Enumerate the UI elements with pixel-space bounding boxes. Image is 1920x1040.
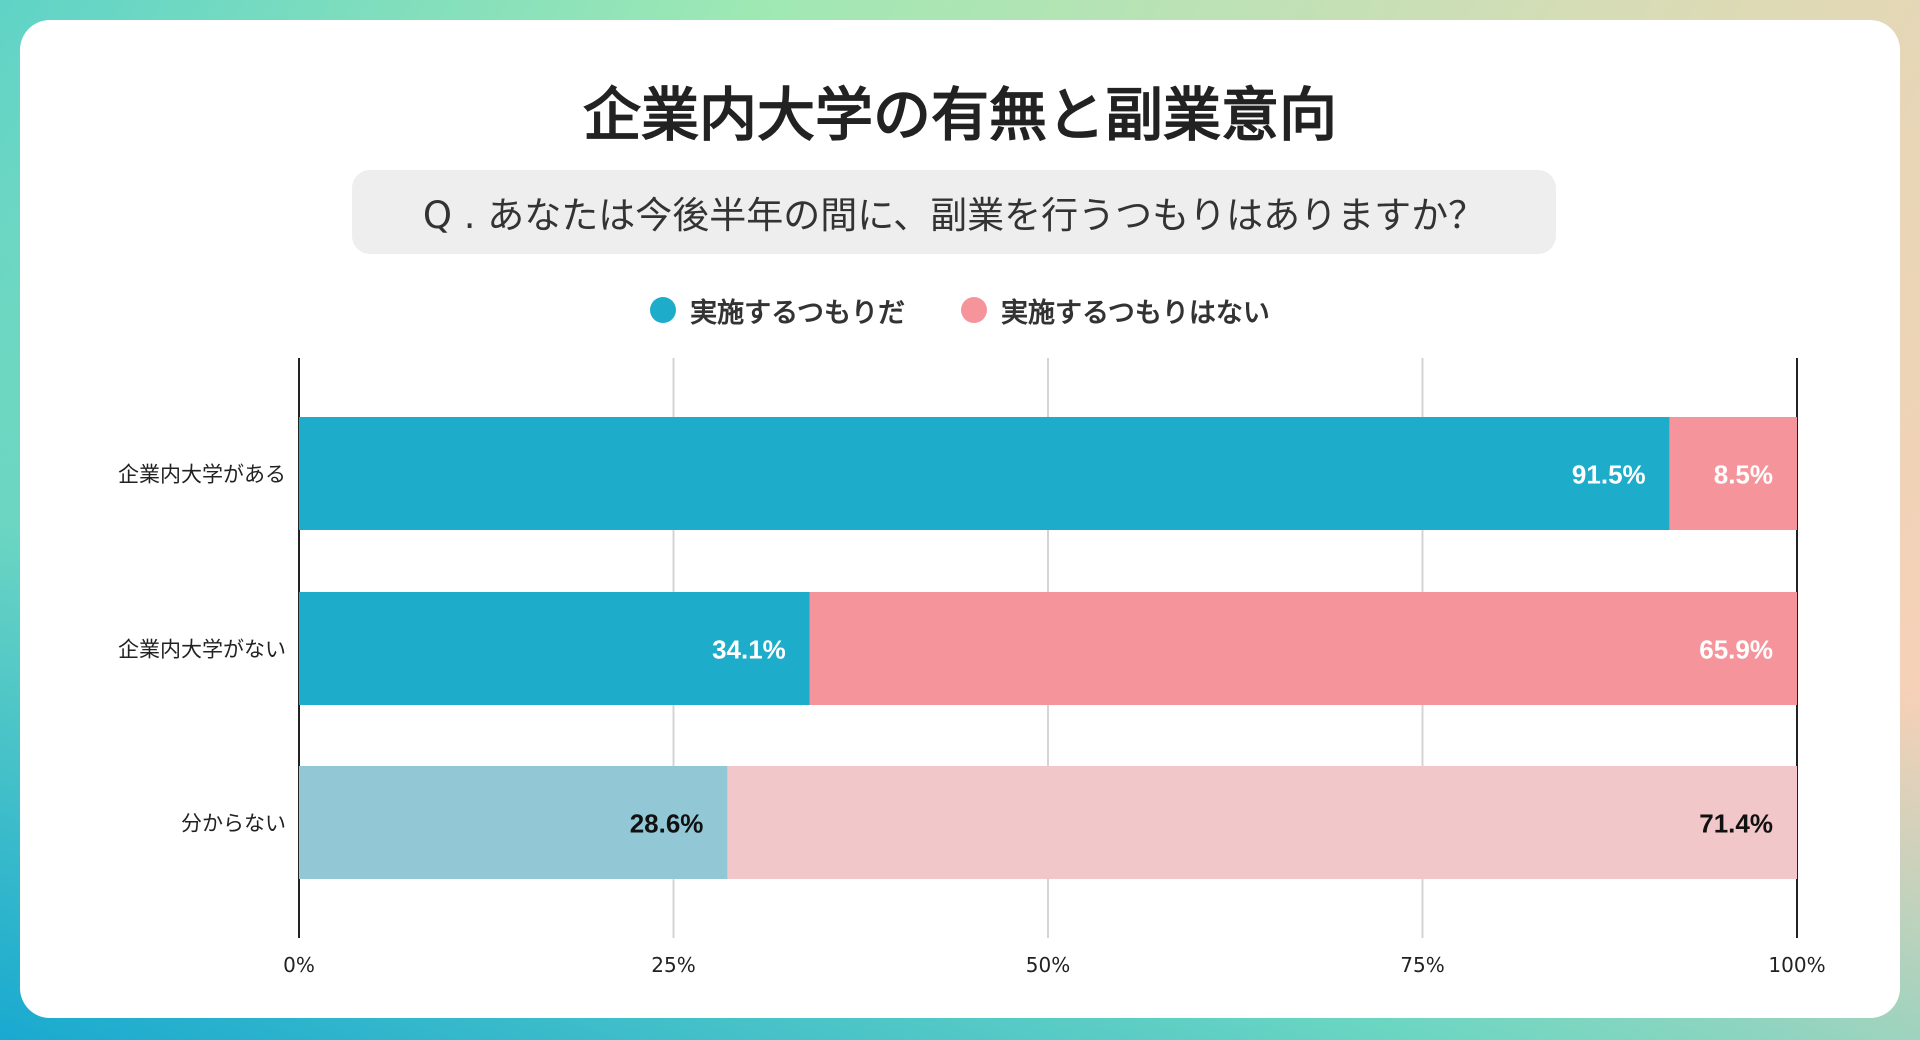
question-box: Q . あなたは今後半年の間に、副業を行うつもりはありますか？ (352, 170, 1556, 254)
legend-swatch-yes (650, 297, 677, 323)
legend: 実施するつもりだ 実施するつもりはない (20, 288, 1900, 332)
x-tick-label: 75% (1400, 953, 1444, 977)
data-label: 28.6% (630, 809, 704, 839)
data-label: 34.1% (712, 635, 786, 665)
legend-item-yes: 実施するつもりだ (650, 291, 905, 330)
x-tick-label: 50% (1026, 953, 1070, 977)
x-tick-label: 100% (1768, 953, 1825, 977)
legend-swatch-no (961, 297, 987, 323)
bar-segment (809, 592, 1797, 705)
data-label: 65.9% (1699, 635, 1773, 665)
data-label: 91.5% (1572, 460, 1646, 490)
legend-label-no: 実施するつもりはない (1001, 297, 1270, 329)
bar-segment (299, 592, 810, 705)
data-label: 71.4% (1699, 809, 1773, 839)
bar-segment (299, 417, 1670, 530)
x-tick-label: 25% (651, 953, 695, 977)
category-label: 分からない (181, 812, 286, 836)
bar-segment (1669, 417, 1797, 530)
question-text: Q . あなたは今後半年の間に、副業を行うつもりはありますか？ (422, 194, 1486, 237)
bar-segment (299, 766, 728, 879)
legend-item-no: 実施するつもりはない (961, 291, 1270, 330)
category-label: 企業内大学がない (118, 638, 286, 662)
bar-segment (727, 766, 1797, 879)
data-label: 8.5% (1714, 460, 1773, 490)
chart-title: 企業内大学の有無と副業意向 (582, 81, 1337, 149)
category-label: 企業内大学がある (118, 463, 286, 487)
x-tick-label: 0% (283, 953, 315, 977)
legend-label-yes: 実施するつもりだ (690, 297, 905, 329)
